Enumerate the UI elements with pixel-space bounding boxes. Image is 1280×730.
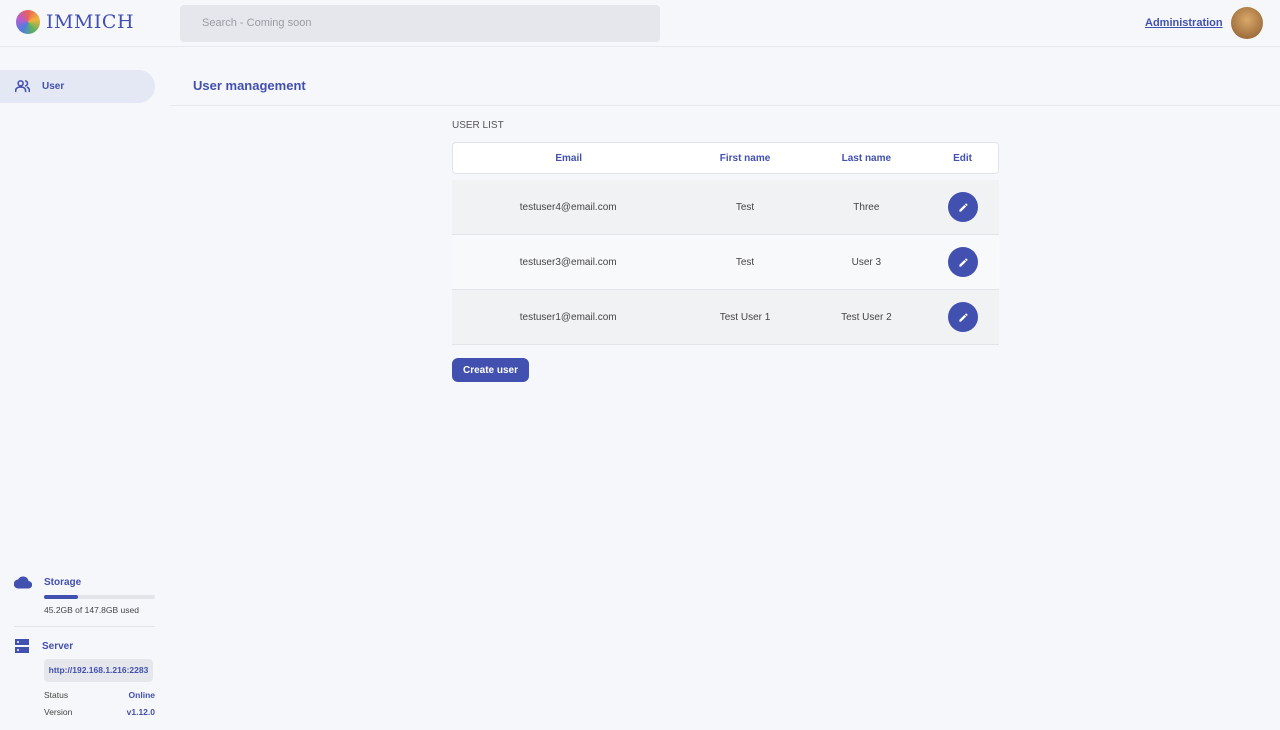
last-name-cell: Test User 2 xyxy=(805,290,928,345)
email-cell: testuser3@email.com xyxy=(452,235,685,290)
column-header-last-name: Last name xyxy=(805,142,928,174)
edit-user-button[interactable] xyxy=(948,247,978,277)
administration-link[interactable]: Administration xyxy=(1145,17,1223,29)
column-header-first-name: First name xyxy=(684,142,806,174)
storage-bar-fill xyxy=(44,595,78,599)
logo-text: IMMICH xyxy=(46,11,135,33)
storage-title: Storage xyxy=(44,577,82,588)
immich-logo-icon xyxy=(16,10,40,34)
status-value: Online xyxy=(128,690,155,700)
edit-user-button[interactable] xyxy=(948,302,978,332)
pencil-icon xyxy=(958,257,968,267)
email-cell: testuser4@email.com xyxy=(452,180,685,235)
sidebar-item-user[interactable]: User xyxy=(0,70,155,103)
version-label: Version xyxy=(44,707,73,717)
email-cell: testuser1@email.com xyxy=(452,290,685,345)
table-row: testuser4@email.com Test Three xyxy=(452,180,999,235)
divider xyxy=(14,626,155,627)
storage-usage: 45.2GB of 147.8GB used xyxy=(44,605,139,615)
pencil-icon xyxy=(958,312,968,322)
last-name-cell: Three xyxy=(805,180,928,235)
first-name-cell: Test xyxy=(684,180,806,235)
user-list-label: USER LIST xyxy=(452,120,504,131)
search-input[interactable]: Search - Coming soon xyxy=(180,5,660,42)
logo[interactable]: IMMICH xyxy=(16,10,134,34)
sidebar-item-label: User xyxy=(42,81,65,92)
page-title: User management xyxy=(193,78,306,93)
server-icon xyxy=(15,639,29,653)
storage-bar xyxy=(44,595,155,599)
edit-user-button[interactable] xyxy=(948,192,978,222)
status-label: Status xyxy=(44,690,69,700)
first-name-cell: Test xyxy=(684,235,806,290)
column-header-email: Email xyxy=(452,142,685,174)
server-title: Server xyxy=(42,640,74,652)
server-url: http://192.168.1.216:2283 xyxy=(44,659,153,682)
cloud-icon xyxy=(14,576,32,589)
avatar[interactable] xyxy=(1231,7,1263,39)
column-header-edit: Edit xyxy=(927,142,999,174)
create-user-button[interactable]: Create user xyxy=(452,358,529,382)
table-row: testuser3@email.com Test User 3 xyxy=(452,235,999,290)
users-icon xyxy=(15,80,30,93)
header: IMMICH Search - Coming soon Administrati… xyxy=(0,0,1280,47)
last-name-cell: User 3 xyxy=(805,235,928,290)
first-name-cell: Test User 1 xyxy=(684,290,806,345)
version-value: v1.12.0 xyxy=(126,707,155,717)
pencil-icon xyxy=(958,202,968,212)
user-table: Email First name Last name Edit testuser… xyxy=(452,142,999,345)
table-row: testuser1@email.com Test User 1 Test Use… xyxy=(452,290,999,345)
server-panel: Server http://192.168.1.216:2283 Status O… xyxy=(14,639,155,717)
storage-panel: Storage 45.2GB of 147.8GB used xyxy=(14,576,155,615)
divider xyxy=(170,105,1280,106)
